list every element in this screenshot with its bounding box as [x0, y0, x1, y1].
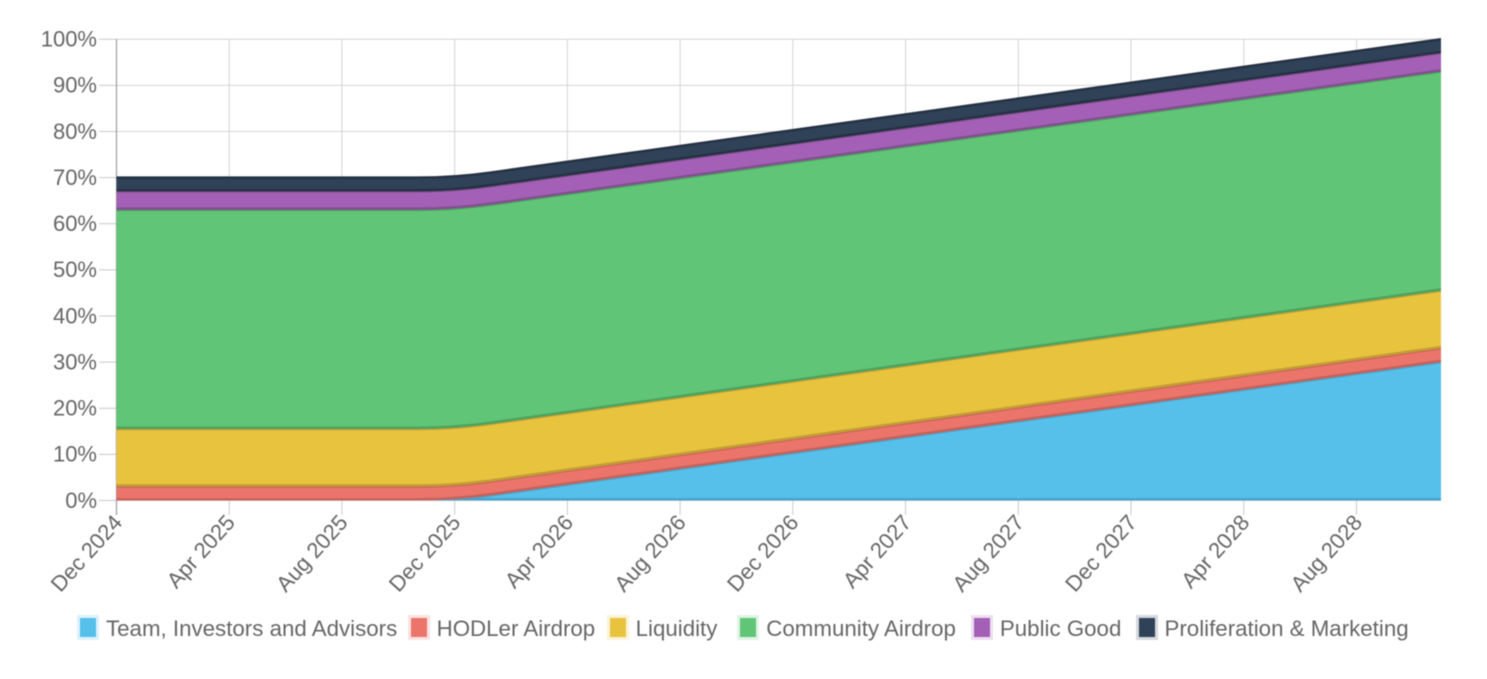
svg-text:Aug 2025: Aug 2025 [271, 510, 353, 597]
svg-text:80%: 80% [53, 119, 97, 144]
svg-text:60%: 60% [53, 211, 97, 236]
svg-text:Aug 2027: Aug 2027 [947, 510, 1029, 597]
svg-text:30%: 30% [53, 349, 97, 374]
svg-text:20%: 20% [53, 396, 97, 421]
svg-text:Apr 2026: Apr 2026 [500, 510, 578, 593]
svg-text:Dec 2025: Dec 2025 [384, 510, 466, 597]
svg-text:Dec 2026: Dec 2026 [722, 510, 804, 597]
svg-text:50%: 50% [53, 257, 97, 282]
svg-text:0%: 0% [65, 488, 97, 513]
svg-text:Dec 2027: Dec 2027 [1060, 510, 1142, 597]
svg-text:10%: 10% [53, 442, 97, 467]
svg-text:Aug 2028: Aug 2028 [1286, 510, 1368, 597]
svg-text:Apr 2027: Apr 2027 [838, 510, 916, 593]
svg-text:Apr 2028: Apr 2028 [1176, 510, 1254, 593]
svg-text:Dec 2024: Dec 2024 [46, 510, 128, 597]
svg-text:70%: 70% [53, 165, 97, 190]
svg-text:Aug 2026: Aug 2026 [609, 510, 691, 597]
svg-text:100%: 100% [41, 27, 97, 52]
svg-text:90%: 90% [53, 73, 97, 98]
svg-text:40%: 40% [53, 303, 97, 328]
svg-text:Apr 2025: Apr 2025 [162, 510, 240, 593]
